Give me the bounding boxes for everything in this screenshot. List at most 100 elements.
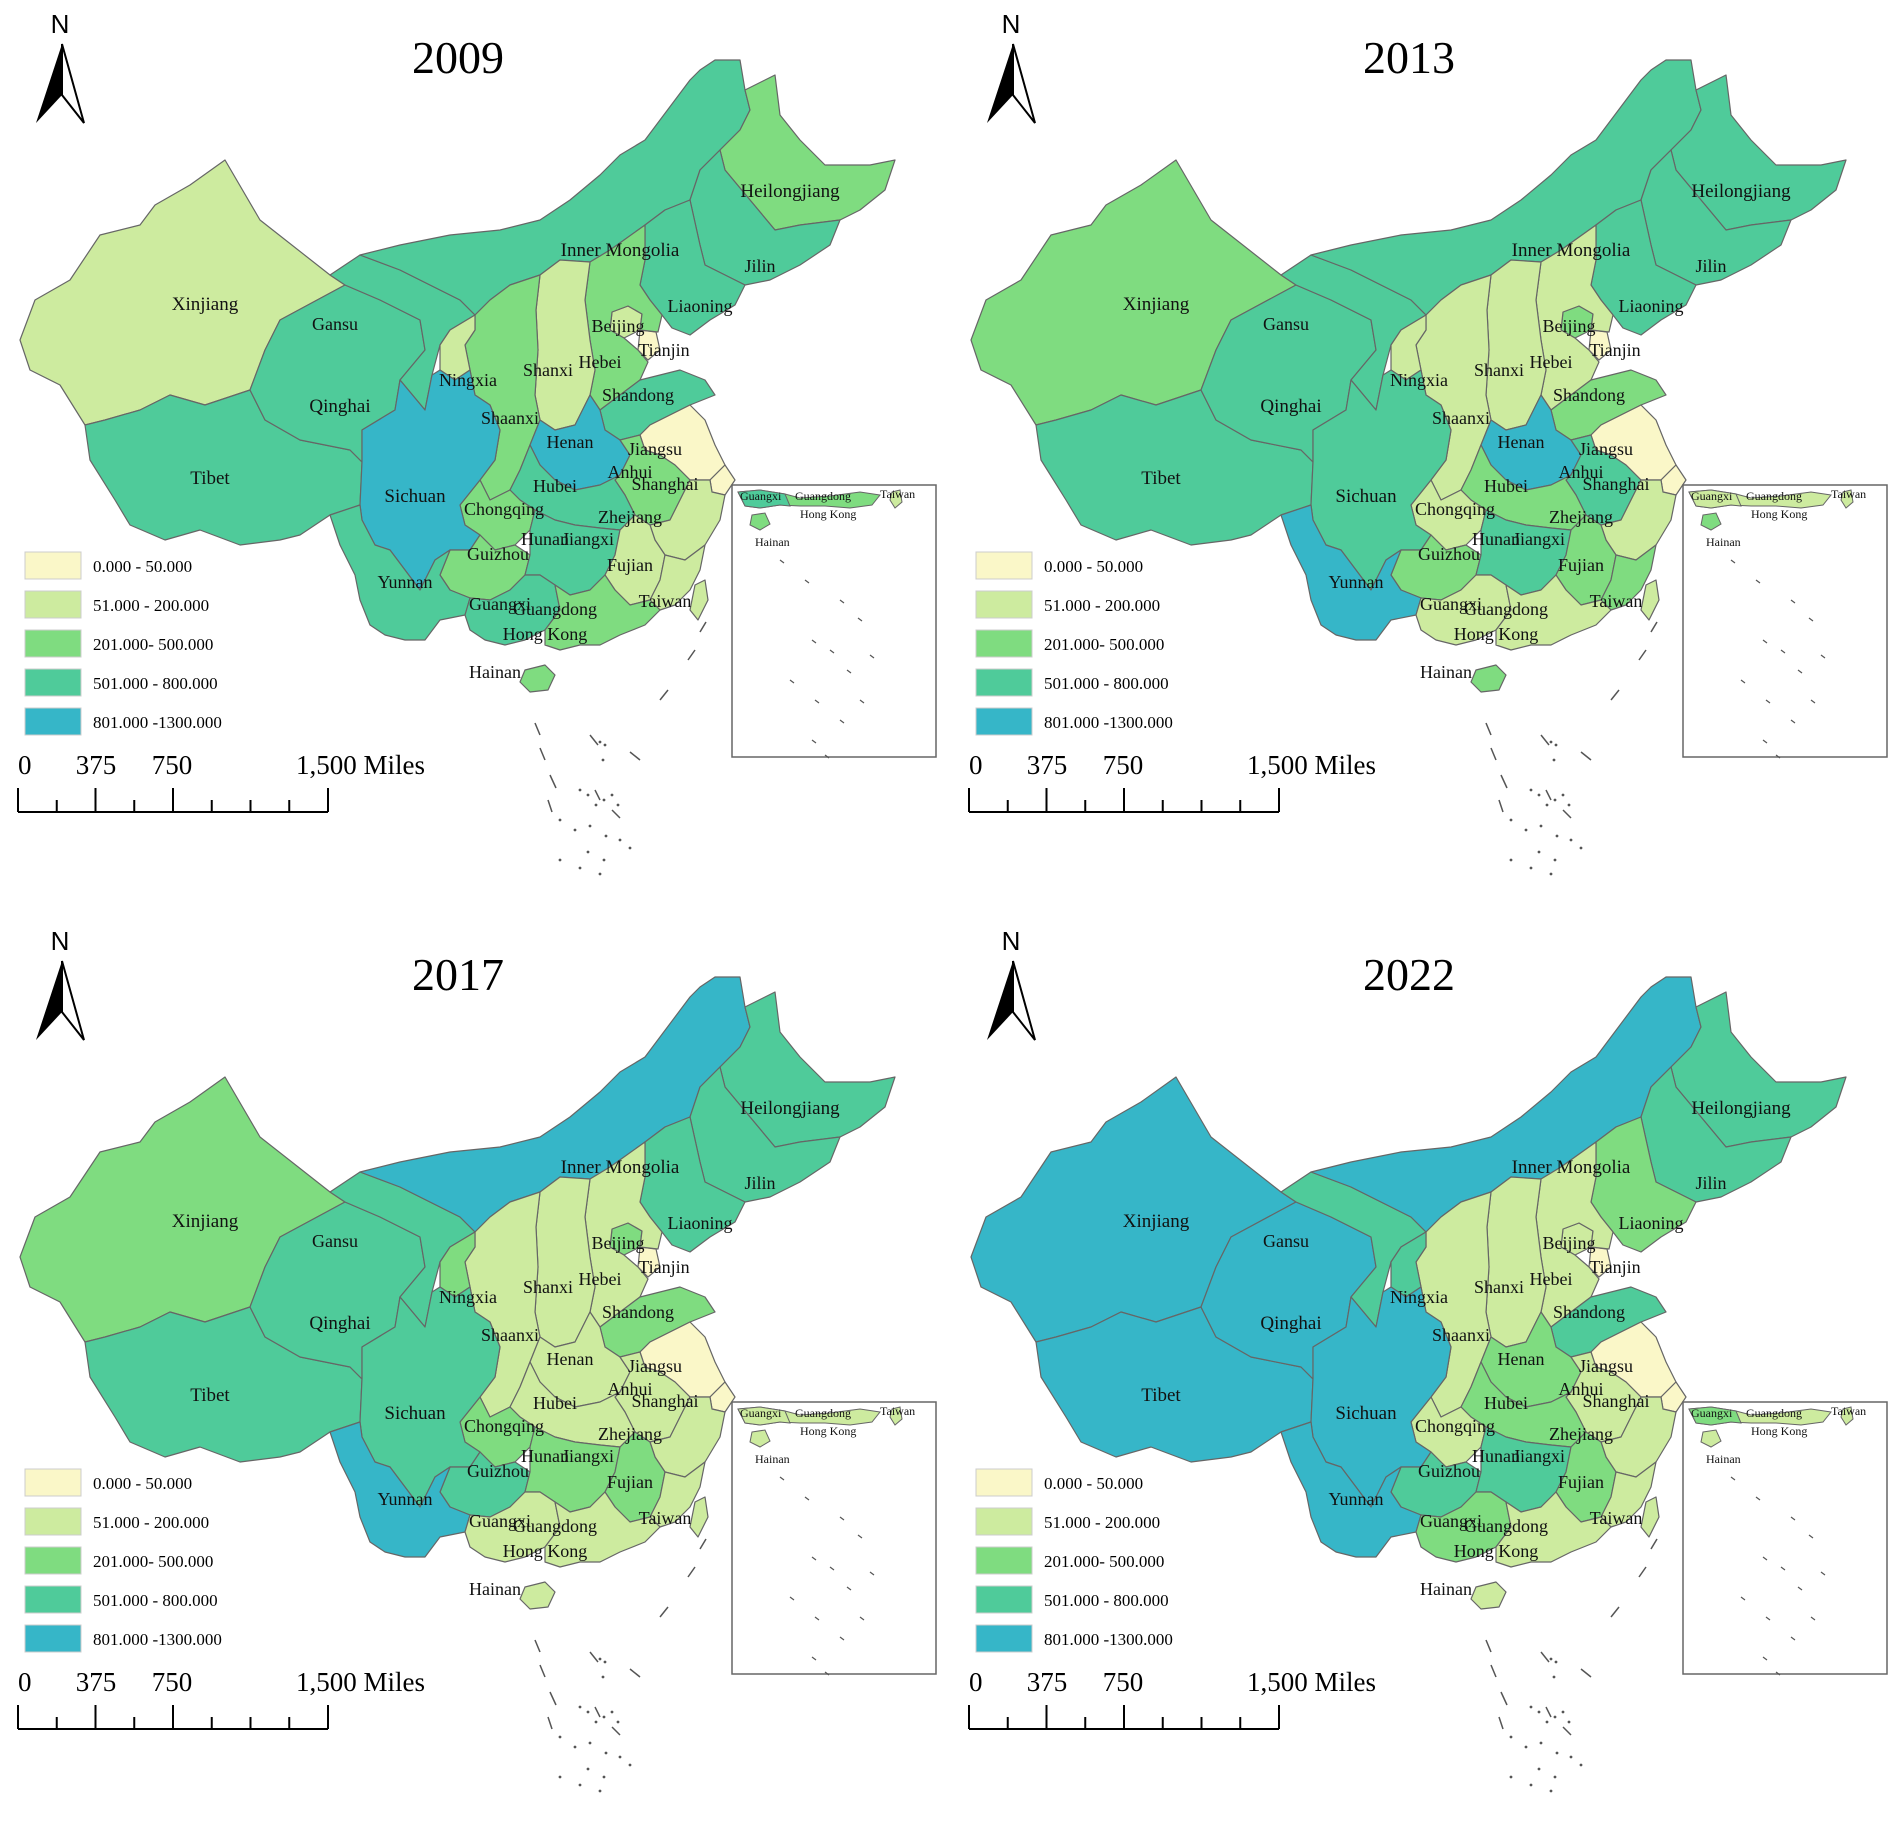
svg-text:N: N [51,9,70,39]
label-taiwan: Taiwan [1590,1508,1643,1528]
legend-label: 51.000 - 200.000 [93,1513,209,1532]
province-guangdong [544,1491,661,1568]
label-hebei: Hebei [1530,352,1573,372]
label-hubei: Hubei [1484,476,1528,496]
label-liaoning: Liaoning [1619,296,1684,316]
province-heilongjiang [719,74,896,231]
inset-map: Guangxi Guangdong Hong Kong Hainan Taiwan [731,484,937,759]
label-shandong: Shandong [1553,385,1625,405]
label-guizhou: Guizhou [467,1461,529,1481]
label-tibet: Tibet [190,1385,230,1406]
label-anhui: Anhui [608,1379,653,1399]
inset-label-hainan: Hainan [755,535,790,549]
svg-text:N: N [51,926,70,956]
label-qinghai: Qinghai [1260,396,1321,417]
north-arrow-icon: N [987,926,1036,1041]
south-china-sea-islands [1485,1538,1658,1793]
legend: 0.000 - 50.000 51.000 - 200.000 201.000- 5… [24,1468,222,1653]
label-tianjin: Tianjin [638,1257,689,1277]
label-hunan: Hunan [521,1446,569,1466]
north-arrow-icon: N [36,926,85,1041]
legend: 0.000 - 50.000 51.000 - 200.000 201.000- 5… [975,1468,1173,1653]
china-map-2017: 2017 N Xinjiang Gansu Qinghai Tibet Sichuan Yun… [17,926,937,1793]
label-shaanxi: Shaanxi [481,408,539,428]
south-china-sea-islands [1485,621,1658,876]
province-hainan [519,664,556,693]
province-fujian [1600,544,1657,611]
label-liaoning: Liaoning [1619,1213,1684,1233]
label-guangdong: Guangdong [513,1516,597,1536]
label-hongkong: Hong Kong [503,1541,588,1561]
scale-label: 1,500 Miles [296,1667,425,1697]
legend-label: 201.000- 500.000 [1044,1552,1164,1571]
label-fujian: Fujian [1558,1472,1604,1492]
label-xinjiang: Xinjiang [172,294,239,315]
inset-map: Guangxi Guangdong Hong Kong Hainan Taiwan [1682,484,1888,759]
inset-label-hainan: Hainan [1706,535,1741,549]
inset-label-hainan: Hainan [755,1452,790,1466]
scale-label: 0 [18,1667,32,1697]
legend-label: 0.000 - 50.000 [1044,1474,1143,1493]
label-guangdong: Guangdong [1464,1516,1548,1536]
legend-swatch [975,1546,1033,1575]
label-hebei: Hebei [579,1269,622,1289]
province-labels: Xinjiang Gansu Qinghai Tibet Sichuan Yunnan Gu… [172,1098,840,1599]
scale-label: 750 [152,750,193,780]
province-hainan [519,1581,556,1610]
label-liaoning: Liaoning [668,1213,733,1233]
label-tianjin: Tianjin [1589,1257,1640,1277]
north-arrow-icon: N [987,9,1036,124]
province-guangdong [1495,1491,1612,1568]
label-jiangsu: Jiangsu [1579,1356,1633,1376]
label-hunan: Hunan [1472,1446,1520,1466]
inset-label-guangdong: Guangdong [1746,489,1802,503]
label-hainan: Hainan [1420,1579,1472,1599]
province-guangdong [1495,574,1612,651]
label-shanxi: Shanxi [523,1277,573,1297]
label-heilongjiang: Heilongjiang [740,181,840,202]
label-heilongjiang: Heilongjiang [740,1098,840,1119]
label-anhui: Anhui [1559,462,1604,482]
scale-label: 1,500 Miles [296,750,425,780]
label-shanghai: Shanghai [1583,474,1650,494]
label-hunan: Hunan [521,529,569,549]
scale-label: 1,500 Miles [1247,1667,1376,1697]
legend-swatch [975,551,1033,580]
label-jilin: Jilin [1695,1173,1726,1193]
label-henan: Henan [1498,1349,1545,1369]
legend-swatch [24,1507,82,1536]
label-fujian: Fujian [1558,555,1604,575]
label-shanxi: Shanxi [1474,360,1524,380]
label-sichuan: Sichuan [1335,1403,1397,1424]
label-inner-mongolia: Inner Mongolia [561,240,680,261]
label-gansu: Gansu [312,1231,358,1251]
label-hebei: Hebei [579,352,622,372]
label-gansu: Gansu [312,314,358,334]
label-hongkong: Hong Kong [1454,1541,1539,1561]
label-shaanxi: Shaanxi [481,1325,539,1345]
scale-label: 750 [1103,750,1144,780]
label-guizhou: Guizhou [1418,544,1480,564]
label-beijing: Beijing [592,1233,645,1253]
legend-label: 51.000 - 200.000 [1044,596,1160,615]
label-xinjiang: Xinjiang [1123,294,1190,315]
label-taiwan: Taiwan [1590,591,1643,611]
map-year-title: 2017 [412,949,504,1000]
province-taiwan [1640,1496,1660,1538]
label-guizhou: Guizhou [1418,1461,1480,1481]
label-tianjin: Tianjin [638,340,689,360]
legend: 0.000 - 50.000 51.000 - 200.000 201.000- 5… [24,551,222,736]
province-heilongjiang [1670,991,1847,1148]
label-jiangxi: Jiangxi [1513,1446,1565,1466]
label-sichuan: Sichuan [1335,486,1397,507]
legend-swatch [24,707,82,736]
label-zhejiang: Zhejiang [1549,1424,1613,1444]
label-zhejiang: Zhejiang [1549,507,1613,527]
legend-label: 0.000 - 50.000 [93,1474,192,1493]
scale-bar: 0 375 750 1,500 Miles [968,750,1376,813]
province-labels: Xinjiang Gansu Qinghai Tibet Sichuan Yunnan Gu… [1123,181,1791,682]
legend-label: 501.000 - 800.000 [93,674,218,693]
legend-label: 201.000- 500.000 [93,1552,213,1571]
label-beijing: Beijing [592,316,645,336]
label-hunan: Hunan [1472,529,1520,549]
